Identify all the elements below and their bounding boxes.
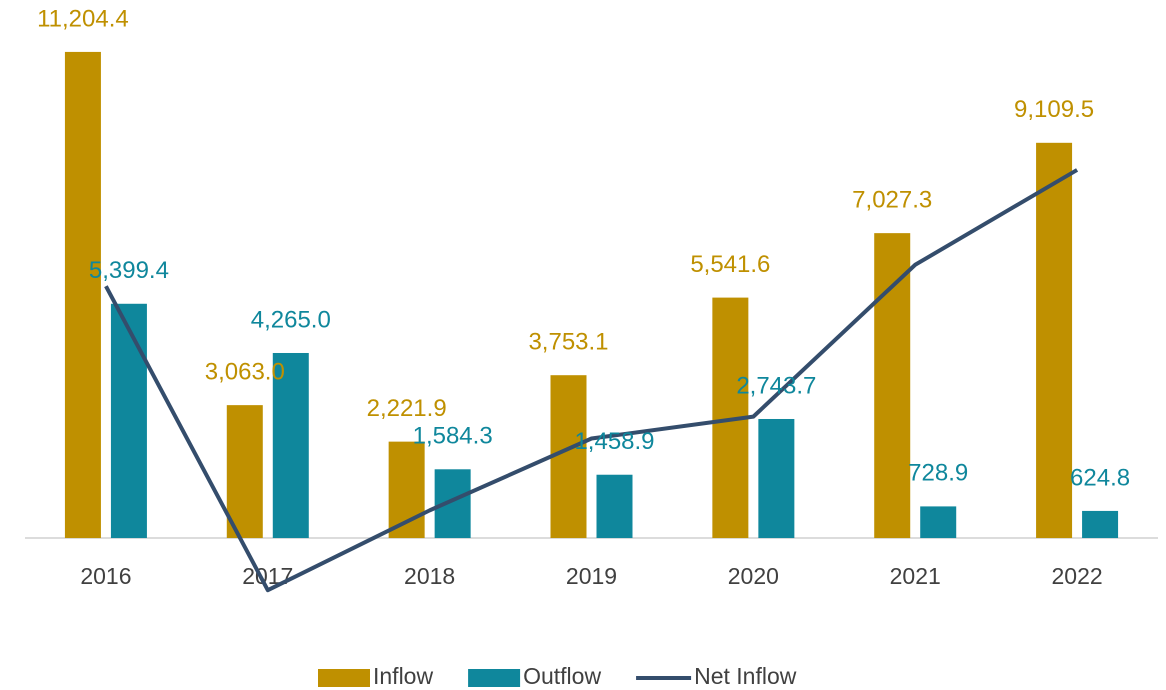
legend-label: Inflow: [373, 663, 433, 689]
data-label: 5,541.6: [690, 251, 770, 278]
x-tick-label: 2018: [404, 563, 455, 589]
data-label: 11,204.4: [37, 5, 129, 32]
bar: [758, 418, 795, 539]
x-tick-label: 2016: [80, 563, 131, 589]
x-tick-label: 2021: [890, 563, 941, 589]
data-label: 728.9: [908, 460, 968, 487]
x-tick-label: 2020: [728, 563, 779, 589]
bar: [550, 375, 587, 539]
data-label: 7,027.3: [852, 186, 932, 213]
x-tick-label: 2022: [1051, 563, 1102, 589]
data-label: 4,265.0: [251, 306, 331, 333]
bar: [110, 303, 147, 539]
data-label: 1,458.9: [574, 428, 654, 455]
bar: [64, 51, 101, 539]
bar: [920, 506, 957, 539]
line: [104, 168, 1079, 593]
bar: [874, 233, 911, 539]
data-label: 2,221.9: [367, 395, 447, 422]
data-label: 1,584.3: [413, 423, 493, 450]
bar: [1082, 510, 1119, 539]
data-label: 624.8: [1070, 464, 1130, 491]
data-label: 3,063.0: [205, 358, 285, 385]
data-label: 9,109.5: [1014, 96, 1094, 123]
legend-swatch: [318, 669, 370, 687]
bar: [1036, 142, 1073, 539]
bar: [226, 405, 263, 539]
legend-label: Net Inflow: [694, 663, 797, 689]
legend-label: Outflow: [523, 663, 601, 689]
data-label: 3,753.1: [528, 329, 608, 356]
bar: [596, 474, 633, 539]
legend-swatch: [468, 669, 521, 687]
x-tick-label: 2019: [566, 563, 617, 589]
data-label: 5,399.4: [89, 257, 169, 284]
data-label: 2,743.7: [736, 372, 816, 399]
bar: [272, 352, 309, 539]
x-tick-label: 2017: [242, 563, 293, 589]
